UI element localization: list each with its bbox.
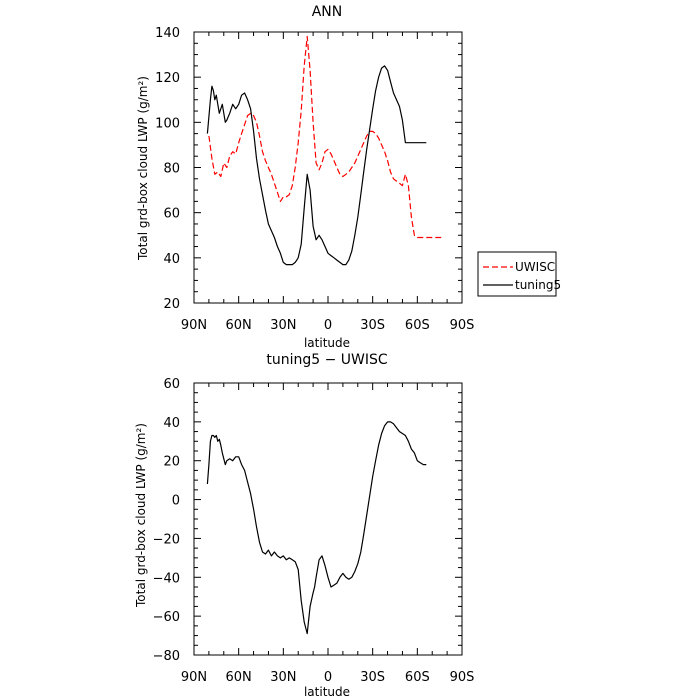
x-tick-label: 90S bbox=[450, 670, 475, 685]
chart-top: ANN 90N 60N 30N 0 30S 60S 90S 20 40 60 80 100 120 140… bbox=[136, 4, 561, 350]
chart-bottom: tuning5 − UWISC 90N 60N 30N 0 30S 60S 90S −80 −6… bbox=[134, 352, 474, 699]
y-tick-label: 20 bbox=[163, 297, 180, 312]
y-tick-label: 120 bbox=[155, 71, 180, 86]
x-tick-label: 30N bbox=[270, 670, 296, 685]
y-tick-label: 140 bbox=[155, 26, 180, 41]
x-tick-label: 30S bbox=[360, 318, 385, 333]
x-tick-label: 60S bbox=[405, 318, 430, 333]
chart-title: ANN bbox=[312, 4, 343, 20]
x-tick-label: 30N bbox=[270, 318, 296, 333]
legend-label-tuning5: tuning5 bbox=[515, 278, 561, 292]
y-axis-label: Total grd-box cloud LWP (g/m²) bbox=[134, 423, 148, 608]
y-tick-label: 60 bbox=[163, 377, 180, 392]
y-tick-label: 20 bbox=[163, 455, 180, 470]
y-tick-label: −40 bbox=[153, 571, 180, 586]
x-tick-label: 0 bbox=[324, 318, 332, 333]
plot-frame bbox=[193, 382, 463, 656]
y-tick-label: 40 bbox=[163, 416, 180, 431]
y-axis-label: Total grd-box cloud LWP (g/m²) bbox=[136, 76, 150, 261]
chart-title: tuning5 − UWISC bbox=[266, 352, 388, 368]
legend-label-uwisc: UWISC bbox=[515, 260, 555, 274]
y-tick-label: 0 bbox=[172, 494, 180, 509]
series-line-difference bbox=[206, 421, 427, 635]
legend-frame bbox=[477, 251, 557, 297]
x-tick-label: 90N bbox=[181, 670, 207, 685]
x-tick-label: 90N bbox=[181, 318, 207, 333]
y-tick-label: −80 bbox=[153, 649, 180, 664]
series-line-tuning5 bbox=[206, 65, 427, 266]
y-tick-label: 60 bbox=[163, 207, 180, 222]
x-axis-label: latitude bbox=[304, 336, 350, 350]
x-tick-label: 30S bbox=[360, 670, 385, 685]
y-tick-label: 80 bbox=[163, 162, 180, 177]
x-tick-label: 60S bbox=[405, 670, 430, 685]
y-tick-label: 100 bbox=[155, 116, 180, 131]
x-tick-label: 60N bbox=[226, 318, 252, 333]
y-tick-label: 40 bbox=[163, 252, 180, 267]
x-tick-label: 60N bbox=[226, 670, 252, 685]
x-axis-label: latitude bbox=[304, 685, 350, 699]
x-tick-label: 90S bbox=[450, 318, 475, 333]
y-tick-label: −20 bbox=[153, 532, 180, 547]
legend: UWISC tuning5 bbox=[477, 251, 561, 297]
series-line-uwisc bbox=[208, 35, 442, 239]
y-tick-label: −60 bbox=[153, 610, 180, 625]
x-tick-label: 0 bbox=[324, 670, 332, 685]
plot-frame bbox=[193, 31, 463, 304]
